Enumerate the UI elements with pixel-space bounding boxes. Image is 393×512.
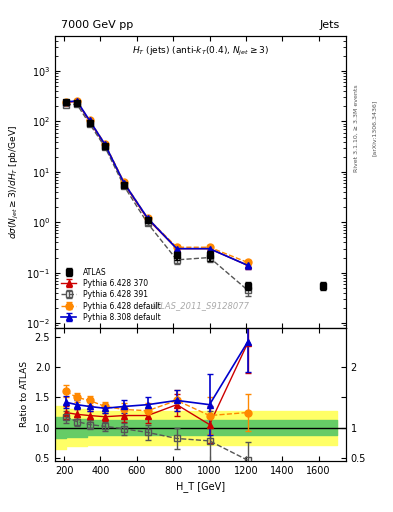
Text: $H_T$ (jets) (anti-$k_T$(0.4), $N_{jet} \geq 3$): $H_T$ (jets) (anti-$k_T$(0.4), $N_{jet} … xyxy=(132,45,269,58)
X-axis label: H_T [GeV]: H_T [GeV] xyxy=(176,481,225,492)
Text: Jets: Jets xyxy=(320,20,340,30)
Y-axis label: $d\sigma(N_{jet} \geq 3) / dH_T$ [pb/GeV]: $d\sigma(N_{jet} \geq 3) / dH_T$ [pb/GeV… xyxy=(8,125,21,239)
Text: Rivet 3.1.10, ≥ 3.3M events: Rivet 3.1.10, ≥ 3.3M events xyxy=(354,84,359,172)
Text: [arXiv:1306.3436]: [arXiv:1306.3436] xyxy=(371,100,376,156)
Legend: ATLAS, Pythia 6.428 370, Pythia 6.428 391, Pythia 6.428 default, Pythia 8.308 de: ATLAS, Pythia 6.428 370, Pythia 6.428 39… xyxy=(59,265,163,324)
Y-axis label: Ratio to ATLAS: Ratio to ATLAS xyxy=(20,361,29,428)
Text: 7000 GeV pp: 7000 GeV pp xyxy=(61,20,133,30)
Text: ATLAS_2011_S9128077: ATLAS_2011_S9128077 xyxy=(151,302,250,310)
